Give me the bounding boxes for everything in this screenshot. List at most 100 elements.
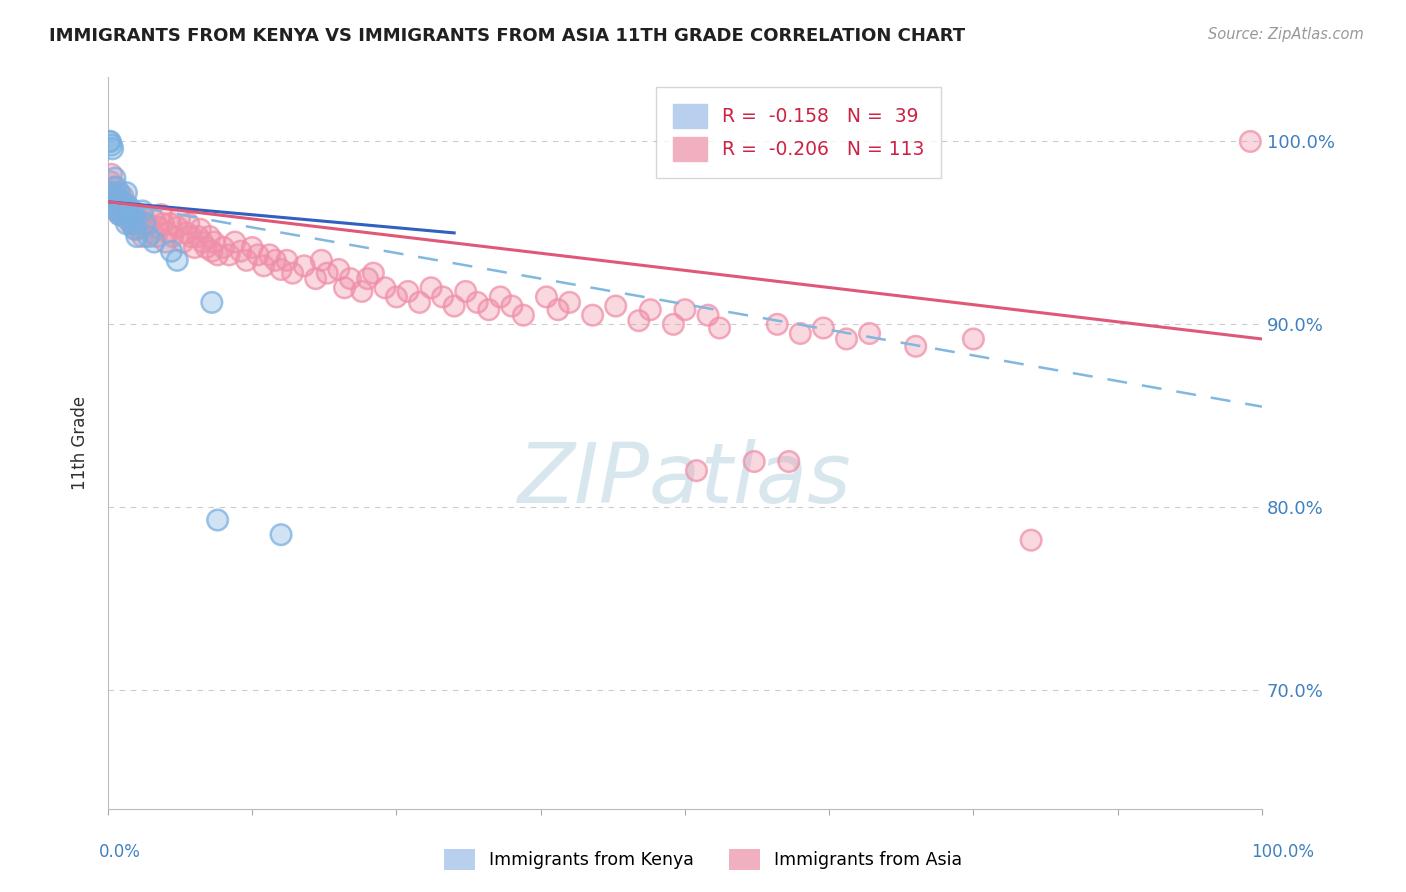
Legend: Immigrants from Kenya, Immigrants from Asia: Immigrants from Kenya, Immigrants from A… xyxy=(436,840,970,879)
Point xyxy=(333,281,356,295)
Point xyxy=(904,339,927,353)
Point xyxy=(105,203,128,218)
Point xyxy=(121,203,143,218)
Point xyxy=(105,193,128,207)
Point xyxy=(229,244,252,259)
Point xyxy=(115,211,138,226)
Point xyxy=(305,271,328,285)
Point xyxy=(183,240,205,254)
Point xyxy=(662,318,685,332)
Point xyxy=(605,299,627,313)
Point xyxy=(128,220,150,235)
Point xyxy=(311,253,333,268)
Point xyxy=(156,226,179,240)
Point xyxy=(201,295,224,310)
Point xyxy=(108,208,131,222)
Point xyxy=(129,213,152,227)
Point xyxy=(339,271,361,285)
Point xyxy=(150,208,173,222)
Point xyxy=(195,240,218,254)
Point xyxy=(582,308,605,322)
Point xyxy=(98,135,121,149)
Point xyxy=(778,454,800,468)
Point xyxy=(105,203,128,218)
Point xyxy=(333,281,356,295)
Point xyxy=(105,180,128,194)
Point xyxy=(385,290,408,304)
Point xyxy=(100,138,122,153)
Point xyxy=(125,213,148,227)
Point xyxy=(101,193,124,207)
Point xyxy=(138,217,160,231)
Point xyxy=(122,211,145,226)
Point xyxy=(162,229,184,244)
Point xyxy=(117,202,139,216)
Point xyxy=(246,248,269,262)
Point xyxy=(118,211,141,226)
Point xyxy=(176,226,198,240)
Point xyxy=(125,222,148,236)
Point xyxy=(207,513,229,527)
Point xyxy=(98,175,121,189)
Point xyxy=(114,208,136,222)
Point xyxy=(904,339,927,353)
Point xyxy=(685,464,707,478)
Point xyxy=(858,326,880,341)
Point xyxy=(218,248,240,262)
Point xyxy=(125,208,148,222)
Point xyxy=(124,217,146,231)
Point xyxy=(122,208,145,222)
Point xyxy=(117,198,139,212)
Text: 0.0%: 0.0% xyxy=(98,843,141,861)
Point xyxy=(128,220,150,235)
Point xyxy=(122,211,145,226)
Point xyxy=(778,454,800,468)
Point xyxy=(454,285,477,299)
Point xyxy=(110,194,132,209)
Point xyxy=(107,194,129,209)
Point xyxy=(134,220,156,235)
Point xyxy=(127,211,149,226)
Point xyxy=(709,321,731,335)
Point xyxy=(148,220,170,235)
Text: IMMIGRANTS FROM KENYA VS IMMIGRANTS FROM ASIA 11TH GRADE CORRELATION CHART: IMMIGRANTS FROM KENYA VS IMMIGRANTS FROM… xyxy=(49,27,966,45)
Point xyxy=(339,271,361,285)
Point xyxy=(253,259,276,273)
Point xyxy=(107,186,129,200)
Point xyxy=(246,248,269,262)
Point xyxy=(125,213,148,227)
Point xyxy=(141,226,163,240)
Point xyxy=(962,332,984,346)
Text: Source: ZipAtlas.com: Source: ZipAtlas.com xyxy=(1208,27,1364,42)
Point xyxy=(224,235,246,249)
Point xyxy=(253,259,276,273)
Point xyxy=(105,198,128,212)
Point xyxy=(443,299,465,313)
Point xyxy=(198,229,221,244)
Point xyxy=(188,222,211,236)
Point xyxy=(478,302,501,317)
Point xyxy=(115,217,138,231)
Point xyxy=(742,454,765,468)
Point xyxy=(108,208,131,222)
Point xyxy=(292,259,315,273)
Point xyxy=(202,235,225,249)
Point xyxy=(145,229,167,244)
Point xyxy=(166,253,188,268)
Point xyxy=(111,189,134,203)
Point xyxy=(180,229,202,244)
Point xyxy=(363,266,385,280)
Point xyxy=(138,229,160,244)
Point xyxy=(117,198,139,212)
Point xyxy=(159,217,181,231)
Point xyxy=(207,248,229,262)
Point xyxy=(112,208,135,222)
Point xyxy=(98,175,121,189)
Point xyxy=(103,180,125,194)
Point xyxy=(582,308,605,322)
Point xyxy=(138,217,160,231)
Point xyxy=(356,271,378,285)
Point xyxy=(131,229,153,244)
Point xyxy=(673,302,696,317)
Point xyxy=(101,142,124,156)
